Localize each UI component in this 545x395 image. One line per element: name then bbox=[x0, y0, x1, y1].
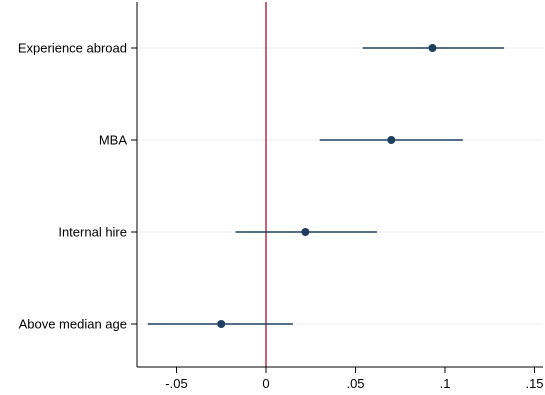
category-label: MBA bbox=[99, 133, 128, 148]
point-estimate bbox=[387, 136, 396, 144]
x-tick-label: .05 bbox=[346, 376, 364, 391]
x-tick-label: 0 bbox=[262, 376, 269, 391]
category-labels: Experience abroad MBA Internal hire Above m… bbox=[18, 41, 137, 332]
category-label: Experience abroad bbox=[18, 41, 127, 56]
point-estimate bbox=[301, 228, 310, 236]
grid-lines bbox=[137, 47, 543, 325]
point-estimate bbox=[428, 44, 437, 52]
x-ticks: -.05 0 .05 .1 .15 bbox=[165, 367, 544, 391]
confidence-intervals bbox=[147, 47, 505, 325]
x-tick-label: .1 bbox=[440, 376, 451, 391]
x-tick-label: -.05 bbox=[165, 376, 187, 391]
category-label: Internal hire bbox=[58, 225, 127, 240]
point-estimates bbox=[217, 44, 437, 328]
category-label: Above median age bbox=[19, 317, 127, 332]
x-tick-label: .15 bbox=[525, 376, 543, 391]
point-estimate bbox=[217, 320, 226, 328]
axes bbox=[136, 2, 543, 368]
